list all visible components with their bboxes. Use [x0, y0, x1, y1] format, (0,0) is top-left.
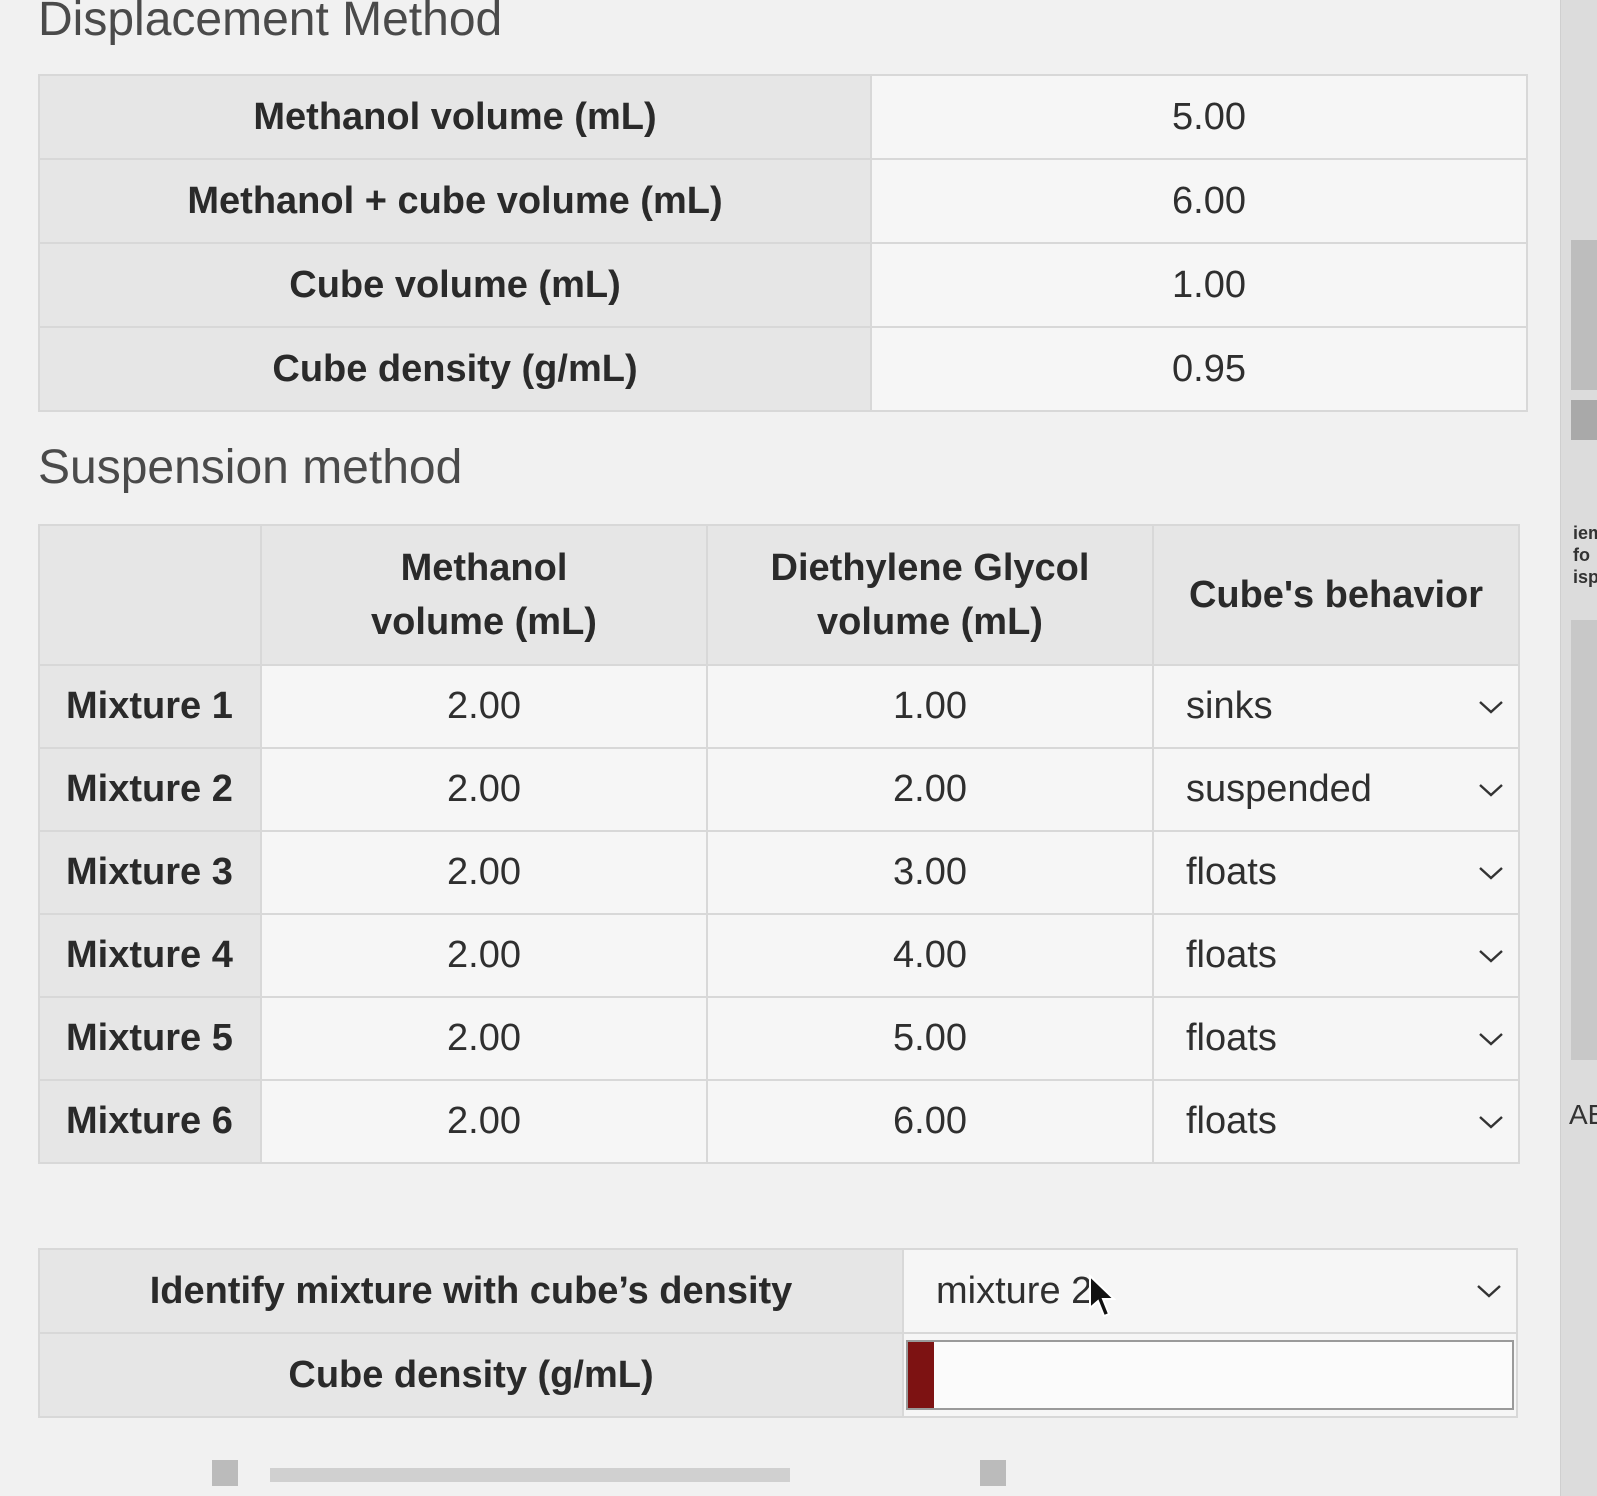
table-row: Mixture 4 2.00 4.00 floats	[38, 913, 1520, 998]
diethylene-glycol-volume-cell: 6.00	[706, 1079, 1154, 1164]
header-line: Methanol	[400, 547, 568, 589]
table-row: Mixture 1 2.00 1.00 sinks	[38, 664, 1520, 749]
identify-mixture-select-value: mixture 2	[936, 1269, 1093, 1312]
mixture-name: Mixture 6	[38, 1079, 262, 1164]
table-row: Mixture 3 2.00 3.00 floats	[38, 830, 1520, 915]
diethylene-glycol-volume-cell: 2.00	[706, 747, 1154, 832]
behavior-select[interactable]: floats	[1154, 1017, 1518, 1060]
cube-density-value: 0.95	[870, 326, 1528, 412]
side-panel-text: AE	[1569, 1099, 1597, 1130]
behavior-select-value: suspended	[1186, 768, 1372, 810]
methanol-volume-value: 5.00	[870, 74, 1528, 160]
behavior-select-value: floats	[1186, 1017, 1277, 1059]
diethylene-glycol-volume-cell: 5.00	[706, 996, 1154, 1081]
required-field-marker	[908, 1342, 934, 1408]
mixture-name: Mixture 4	[38, 913, 262, 998]
bottom-clipped-content	[212, 1460, 1006, 1486]
identify-table: Identify mixture with cube’s density mix…	[38, 1248, 1518, 1418]
methanol-volume-cell: 2.00	[260, 996, 708, 1081]
cube-volume-value: 1.00	[870, 242, 1528, 328]
lab-data-panel: Displacement Method Methanol volume (mL)…	[38, 0, 1561, 1496]
cube-density-input[interactable]	[944, 1342, 1512, 1408]
table-row: Cube volume (mL) 1.00	[38, 242, 1528, 328]
side-panel-text: fo	[1573, 545, 1590, 565]
cube-density-label: Cube density (g/mL)	[38, 326, 872, 412]
cube-behavior-header: Cube's behavior	[1152, 524, 1520, 666]
methanol-cube-volume-value: 6.00	[870, 158, 1528, 244]
suspension-section-title: Suspension method	[38, 441, 463, 494]
behavior-cell: floats	[1152, 996, 1520, 1081]
behavior-cell: floats	[1152, 913, 1520, 998]
chevron-down-icon	[1479, 783, 1503, 797]
side-panel-image	[1571, 240, 1597, 390]
table-row: Mixture 6 2.00 6.00 floats	[38, 1079, 1520, 1164]
behavior-select[interactable]: floats	[1154, 934, 1518, 977]
mouse-pointer-icon	[1089, 1274, 1116, 1318]
behavior-select[interactable]: sinks	[1154, 685, 1518, 728]
methanol-volume-cell: 2.00	[260, 913, 708, 998]
identify-mixture-label: Identify mixture with cube’s density	[38, 1248, 904, 1334]
methanol-volume-label: Methanol volume (mL)	[38, 74, 872, 160]
header-line: Diethylene Glycol	[770, 547, 1090, 589]
chevron-down-icon	[1479, 866, 1503, 880]
chevron-down-icon	[1479, 949, 1503, 963]
suspension-table: Methanol volume (mL) Diethylene Glycol v…	[38, 524, 1520, 1164]
mixture-name: Mixture 5	[38, 996, 262, 1081]
behavior-select[interactable]: floats	[1154, 1100, 1518, 1143]
diethylene-glycol-volume-cell: 4.00	[706, 913, 1154, 998]
cube-volume-label: Cube volume (mL)	[38, 242, 872, 328]
empty-header-cell	[38, 524, 262, 666]
mixture-name: Mixture 1	[38, 664, 262, 749]
table-row: Mixture 2 2.00 2.00 suspended	[38, 747, 1520, 832]
mixture-name: Mixture 3	[38, 830, 262, 915]
behavior-select[interactable]: suspended	[1154, 768, 1518, 811]
behavior-select[interactable]: floats	[1154, 851, 1518, 894]
diethylene-glycol-volume-cell: 3.00	[706, 830, 1154, 915]
chevron-down-icon	[1479, 1115, 1503, 1129]
table-row: Cube density (g/mL) 0.95	[38, 326, 1528, 412]
methanol-volume-header: Methanol volume (mL)	[260, 524, 708, 666]
side-panel-image	[1571, 400, 1597, 440]
identify-mixture-cell: mixture 2	[902, 1248, 1518, 1334]
header-line: volume (mL)	[371, 601, 597, 643]
chevron-down-icon	[1477, 1285, 1501, 1298]
table-header-row: Methanol volume (mL) Diethylene Glycol v…	[38, 524, 1520, 666]
methanol-volume-cell: 2.00	[260, 747, 708, 832]
behavior-cell: sinks	[1152, 664, 1520, 749]
cube-density-input-label: Cube density (g/mL)	[38, 1332, 904, 1418]
diethylene-glycol-volume-header: Diethylene Glycol volume (mL)	[706, 524, 1154, 666]
table-row: Identify mixture with cube’s density mix…	[38, 1248, 1518, 1334]
table-row: Cube density (g/mL)	[38, 1332, 1518, 1418]
displacement-section-title: Displacement Method	[38, 0, 503, 46]
methanol-volume-cell: 2.00	[260, 1079, 708, 1164]
table-row: Mixture 5 2.00 5.00 floats	[38, 996, 1520, 1081]
identify-mixture-select[interactable]: mixture 2	[904, 1270, 1516, 1313]
methanol-cube-volume-label: Methanol + cube volume (mL)	[38, 158, 872, 244]
side-panel-image	[1571, 620, 1597, 1060]
behavior-cell: floats	[1152, 1079, 1520, 1164]
side-panel-text: isp	[1573, 567, 1597, 587]
methanol-volume-cell: 2.00	[260, 830, 708, 915]
behavior-select-value: floats	[1186, 851, 1277, 893]
diethylene-glycol-volume-cell: 1.00	[706, 664, 1154, 749]
chevron-down-icon	[1479, 1032, 1503, 1046]
behavior-select-value: floats	[1186, 1100, 1277, 1142]
side-panel: iem fo isp AE	[1561, 0, 1597, 1496]
cube-density-input-cell	[902, 1332, 1518, 1418]
table-row: Methanol volume (mL) 5.00	[38, 74, 1528, 160]
behavior-select-value: sinks	[1186, 685, 1273, 727]
behavior-select-value: floats	[1186, 934, 1277, 976]
chevron-down-icon	[1479, 700, 1503, 714]
header-line: volume (mL)	[817, 601, 1043, 643]
mixture-name: Mixture 2	[38, 747, 262, 832]
side-panel-text: iem	[1573, 523, 1597, 543]
behavior-cell: floats	[1152, 830, 1520, 915]
displacement-table: Methanol volume (mL) 5.00 Methanol + cub…	[38, 74, 1528, 412]
cube-density-input-box	[906, 1340, 1514, 1410]
table-row: Methanol + cube volume (mL) 6.00	[38, 158, 1528, 244]
behavior-cell: suspended	[1152, 747, 1520, 832]
methanol-volume-cell: 2.00	[260, 664, 708, 749]
